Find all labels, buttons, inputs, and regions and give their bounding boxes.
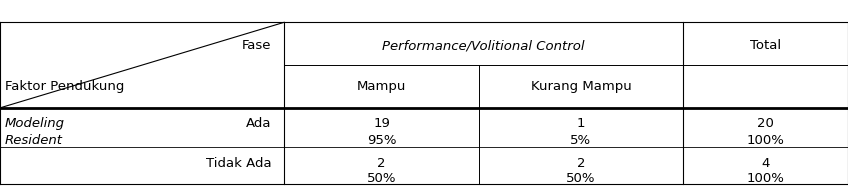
Text: Total: Total xyxy=(750,39,781,52)
Text: Resident: Resident xyxy=(5,134,63,147)
Text: Kurang Mampu: Kurang Mampu xyxy=(531,80,631,93)
Text: Fase: Fase xyxy=(242,39,271,52)
Text: 50%: 50% xyxy=(367,172,396,185)
Text: Mampu: Mampu xyxy=(357,80,406,93)
Text: Ada: Ada xyxy=(246,117,271,130)
Text: 19: 19 xyxy=(373,117,390,130)
Text: 2: 2 xyxy=(577,157,585,170)
Text: 5%: 5% xyxy=(571,134,591,147)
Text: Tidak Ada: Tidak Ada xyxy=(206,157,271,170)
Text: 100%: 100% xyxy=(746,134,784,147)
Text: Modeling: Modeling xyxy=(5,117,65,130)
Text: 50%: 50% xyxy=(566,172,595,185)
Text: 100%: 100% xyxy=(746,172,784,185)
Text: 2: 2 xyxy=(377,157,386,170)
Text: 20: 20 xyxy=(757,117,773,130)
Text: Performance/Volitional Control: Performance/Volitional Control xyxy=(382,39,584,52)
Text: Faktor Pendukung: Faktor Pendukung xyxy=(5,80,125,93)
Text: 1: 1 xyxy=(577,117,585,130)
Text: 4: 4 xyxy=(762,157,769,170)
Text: 95%: 95% xyxy=(367,134,396,147)
